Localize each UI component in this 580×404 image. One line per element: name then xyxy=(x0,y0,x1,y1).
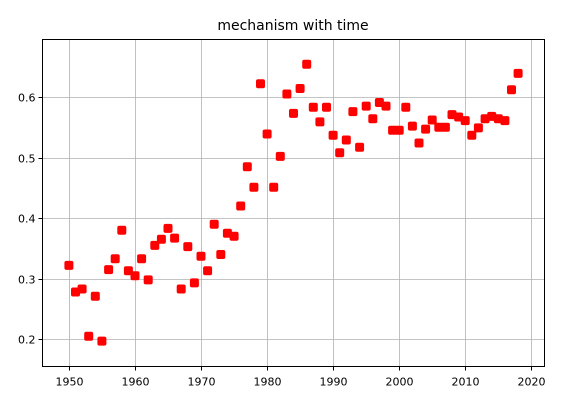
data-point xyxy=(249,182,259,192)
x-tick-label: 1970 xyxy=(188,376,216,389)
data-point xyxy=(361,101,371,111)
data-point xyxy=(322,102,331,112)
data-point xyxy=(295,84,305,93)
data-point xyxy=(394,125,404,135)
data-point xyxy=(467,130,477,140)
data-point xyxy=(507,85,516,95)
data-point xyxy=(97,336,107,346)
data-point xyxy=(189,278,199,288)
y-tick-label: 0.4 xyxy=(18,213,36,226)
data-point xyxy=(368,114,378,124)
data-point xyxy=(262,129,272,139)
data-point xyxy=(150,240,160,250)
ticks-layer: 1950 1960 1970 1980 1990 2000 2010 2020 0.2 0.3 0.… xyxy=(18,92,546,389)
data-point xyxy=(183,242,193,252)
y-tick-label: 0.2 xyxy=(18,334,36,347)
data-point xyxy=(335,148,345,158)
data-point xyxy=(421,124,431,134)
x-tick-label: 2010 xyxy=(452,376,480,389)
data-point xyxy=(289,108,298,118)
data-point xyxy=(216,250,226,259)
x-tick-label: 1990 xyxy=(320,376,348,389)
data-point xyxy=(500,116,510,126)
data-point xyxy=(460,116,470,126)
data-point xyxy=(302,59,312,69)
data-point xyxy=(156,234,166,244)
data-point xyxy=(196,251,206,261)
data-point xyxy=(427,115,437,125)
x-tick-label: 2020 xyxy=(518,376,546,389)
data-point xyxy=(117,225,127,235)
data-point xyxy=(163,223,173,233)
data-point xyxy=(473,123,483,133)
data-point xyxy=(143,275,153,285)
data-point xyxy=(229,231,239,241)
data-point xyxy=(282,89,292,99)
data-point xyxy=(256,79,265,89)
data-point xyxy=(355,142,365,152)
data-point xyxy=(440,122,450,132)
grid-layer xyxy=(42,39,545,367)
data-point xyxy=(341,135,351,145)
data-point xyxy=(104,265,114,275)
data-point xyxy=(328,130,338,140)
data-point xyxy=(315,117,325,127)
x-tick-label: 2000 xyxy=(386,376,414,389)
data-point xyxy=(77,284,87,294)
data-point xyxy=(137,254,147,264)
data-point xyxy=(130,271,140,281)
data-point xyxy=(236,201,246,211)
y-tick-label: 0.5 xyxy=(18,153,36,166)
data-point xyxy=(308,102,318,112)
x-tick-label: 1950 xyxy=(56,376,84,389)
data-point xyxy=(348,107,358,117)
data-point xyxy=(90,291,100,301)
data-point xyxy=(203,266,213,276)
x-tick-label: 1980 xyxy=(254,376,282,389)
data-point xyxy=(407,121,417,131)
chart-title: mechanism with time xyxy=(217,18,368,34)
y-tick-label: 0.6 xyxy=(18,92,36,105)
data-point xyxy=(64,260,74,270)
data-point xyxy=(401,102,411,112)
data-point xyxy=(209,219,219,229)
x-tick-label: 1960 xyxy=(122,376,150,389)
data-point xyxy=(176,284,186,294)
data-point xyxy=(110,254,120,264)
data-point xyxy=(381,101,391,111)
data-point xyxy=(269,182,279,192)
data-point xyxy=(513,68,523,78)
data-point xyxy=(170,233,180,243)
data-point xyxy=(242,162,252,172)
data-point xyxy=(414,138,424,148)
data-point xyxy=(275,151,285,161)
points-layer xyxy=(64,59,523,346)
plot-frame xyxy=(42,39,545,367)
data-point xyxy=(84,331,94,341)
y-tick-label: 0.3 xyxy=(18,274,36,287)
